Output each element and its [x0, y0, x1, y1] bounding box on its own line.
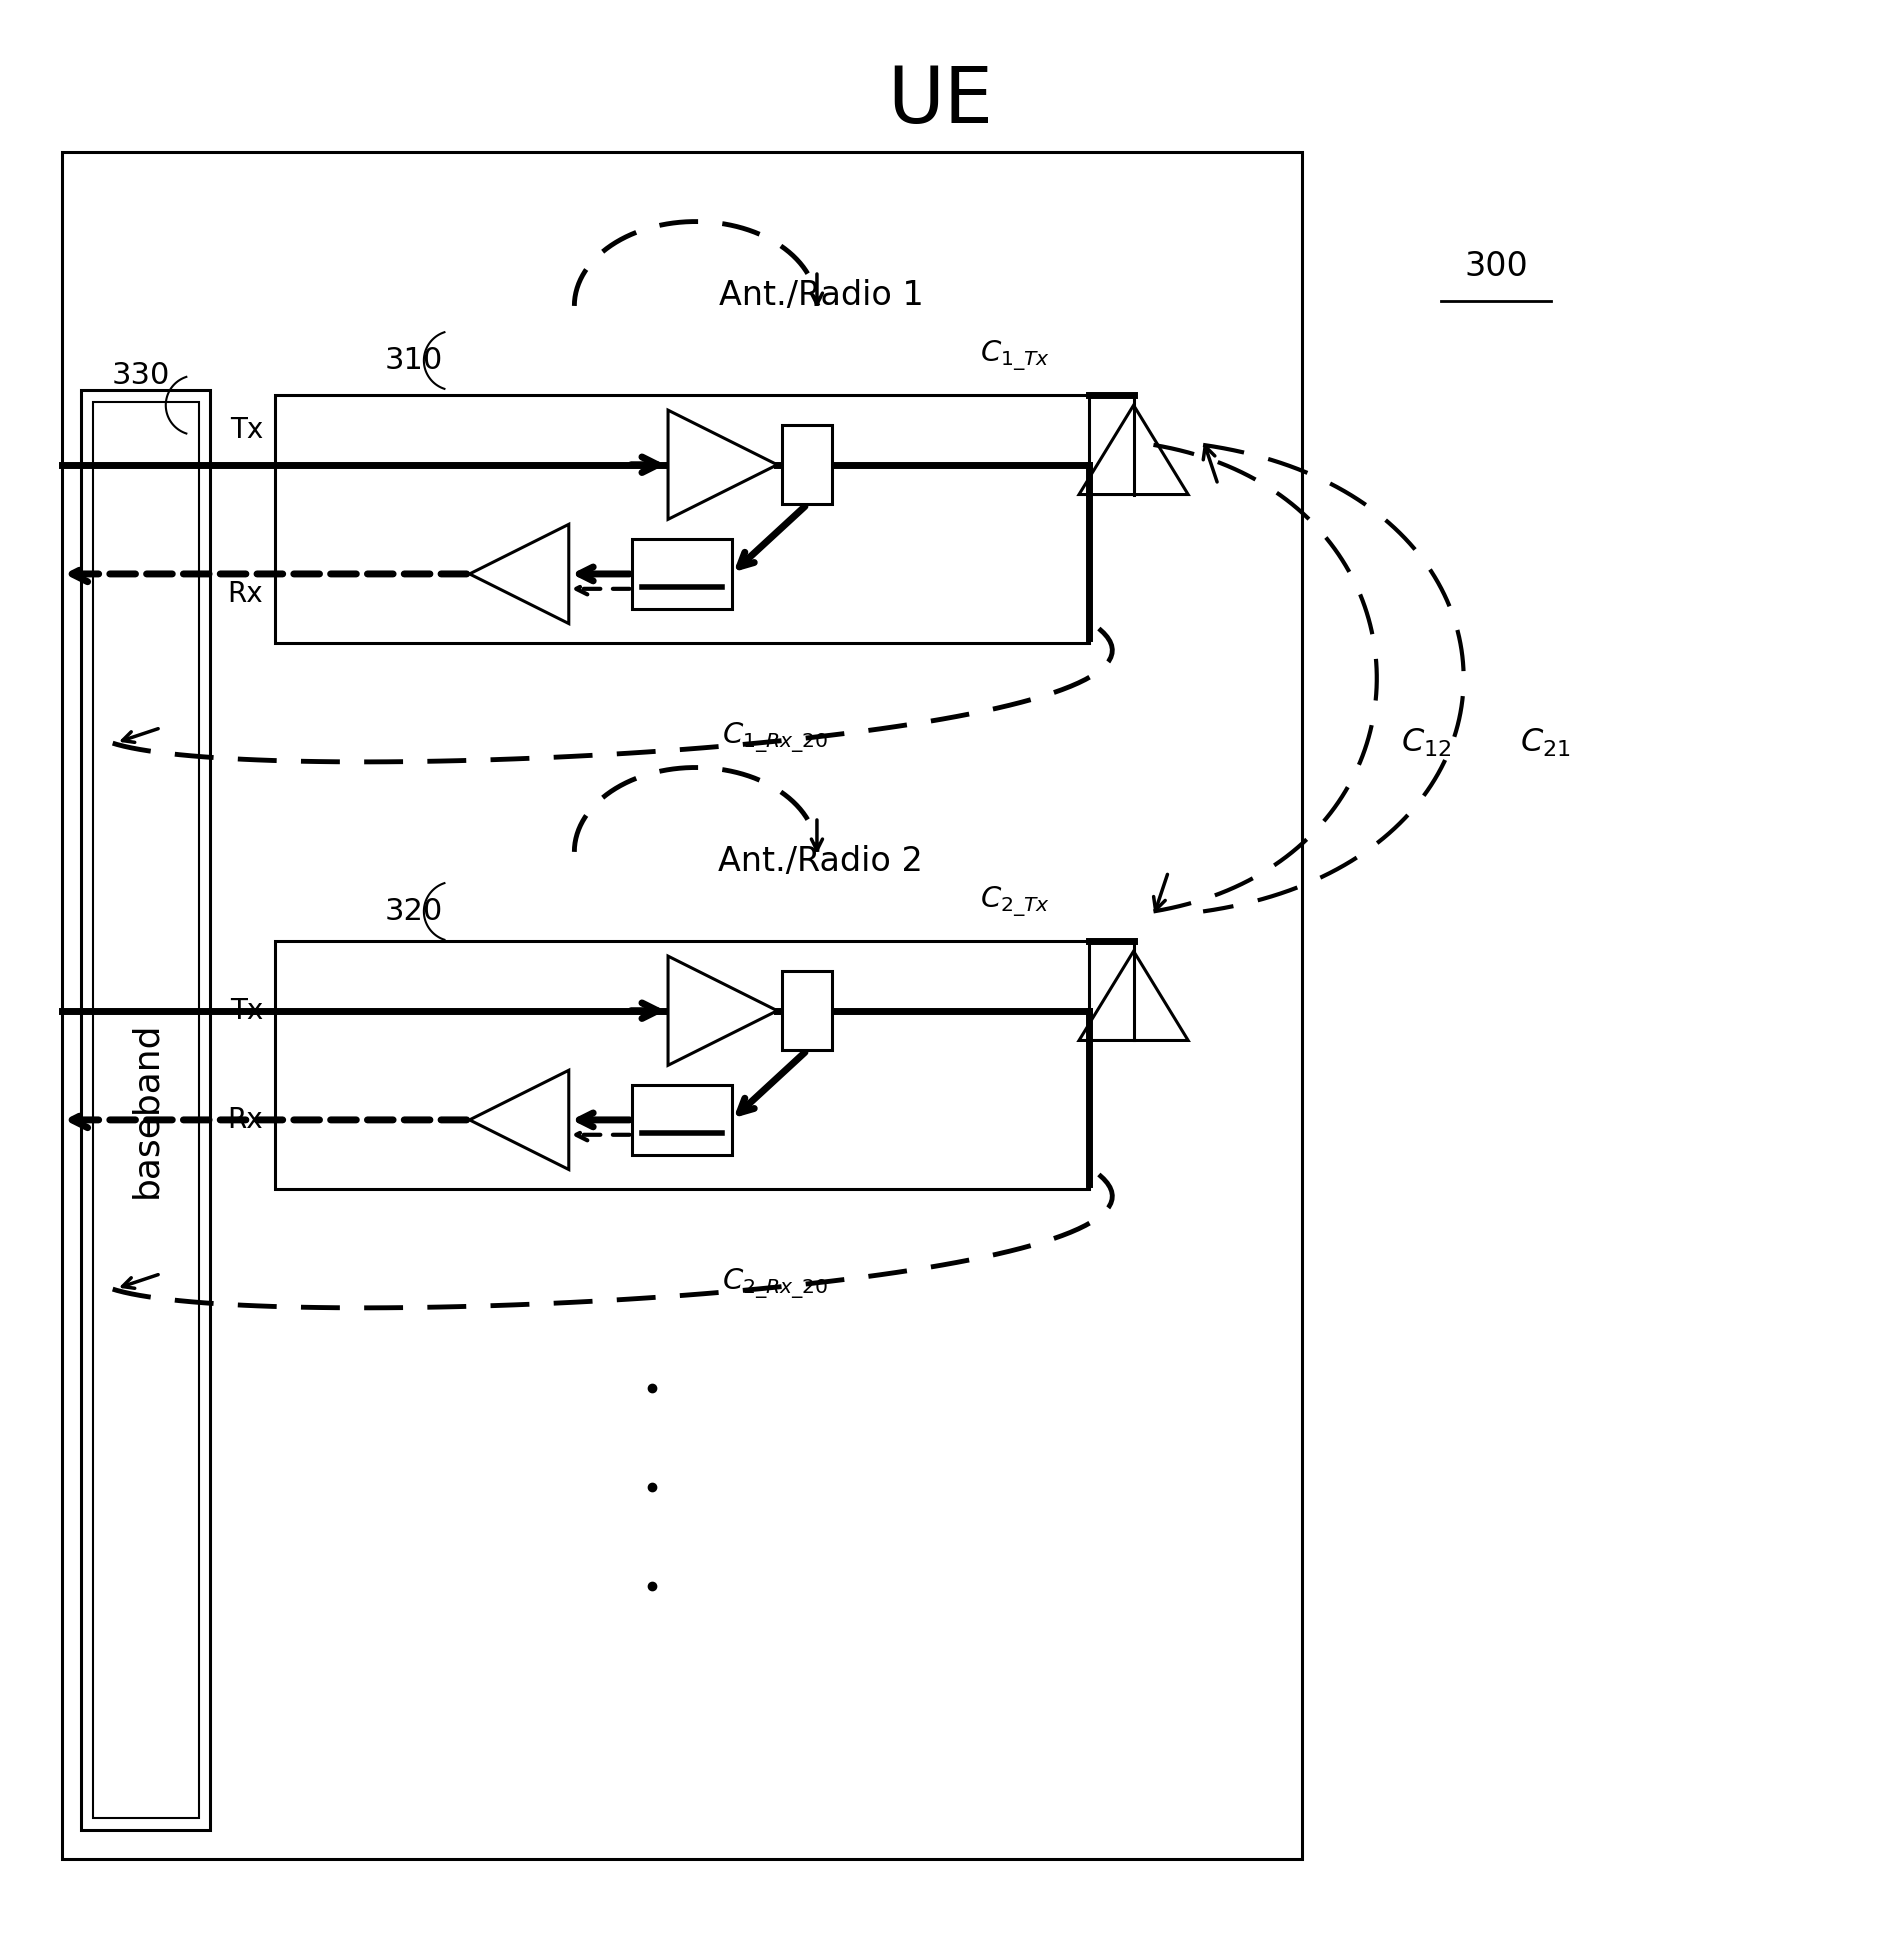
- Text: UE: UE: [887, 62, 993, 138]
- Text: $C_{1\_Tx}$: $C_{1\_Tx}$: [980, 338, 1050, 373]
- Bar: [276, 396, 1089, 642]
- Text: Rx: Rx: [227, 580, 262, 608]
- Bar: [62, 151, 1303, 1859]
- Text: 310: 310: [383, 345, 442, 375]
- Text: Rx: Rx: [227, 1106, 262, 1134]
- Polygon shape: [1080, 951, 1188, 1040]
- Polygon shape: [668, 410, 778, 520]
- Bar: [276, 941, 1089, 1190]
- Text: 300: 300: [1463, 250, 1527, 283]
- Bar: [81, 390, 210, 1830]
- Text: $C_{2\_Rx\_20}$: $C_{2\_Rx\_20}$: [721, 1266, 829, 1300]
- Text: Tx: Tx: [230, 415, 262, 444]
- Text: baseband: baseband: [128, 1021, 162, 1198]
- Text: Ant./Radio 2: Ant./Radio 2: [719, 846, 923, 879]
- Text: $C_{1\_Rx\_20}$: $C_{1\_Rx\_20}$: [721, 720, 829, 755]
- Text: Tx: Tx: [230, 996, 262, 1025]
- Text: Ant./Radio 1: Ant./Radio 1: [719, 280, 923, 313]
- Polygon shape: [470, 524, 568, 623]
- Text: $C_{21}$: $C_{21}$: [1520, 726, 1571, 759]
- Bar: [782, 425, 833, 505]
- Polygon shape: [1080, 406, 1188, 495]
- Polygon shape: [668, 957, 778, 1066]
- Bar: [632, 540, 731, 609]
- Bar: [632, 1085, 731, 1155]
- Polygon shape: [470, 1069, 568, 1170]
- Text: $C_{12}$: $C_{12}$: [1401, 726, 1452, 759]
- Bar: [93, 402, 198, 1817]
- Bar: [782, 970, 833, 1050]
- Text: 320: 320: [383, 897, 442, 926]
- Text: $C_{2\_Tx}$: $C_{2\_Tx}$: [980, 883, 1050, 918]
- Text: 330: 330: [111, 361, 170, 390]
